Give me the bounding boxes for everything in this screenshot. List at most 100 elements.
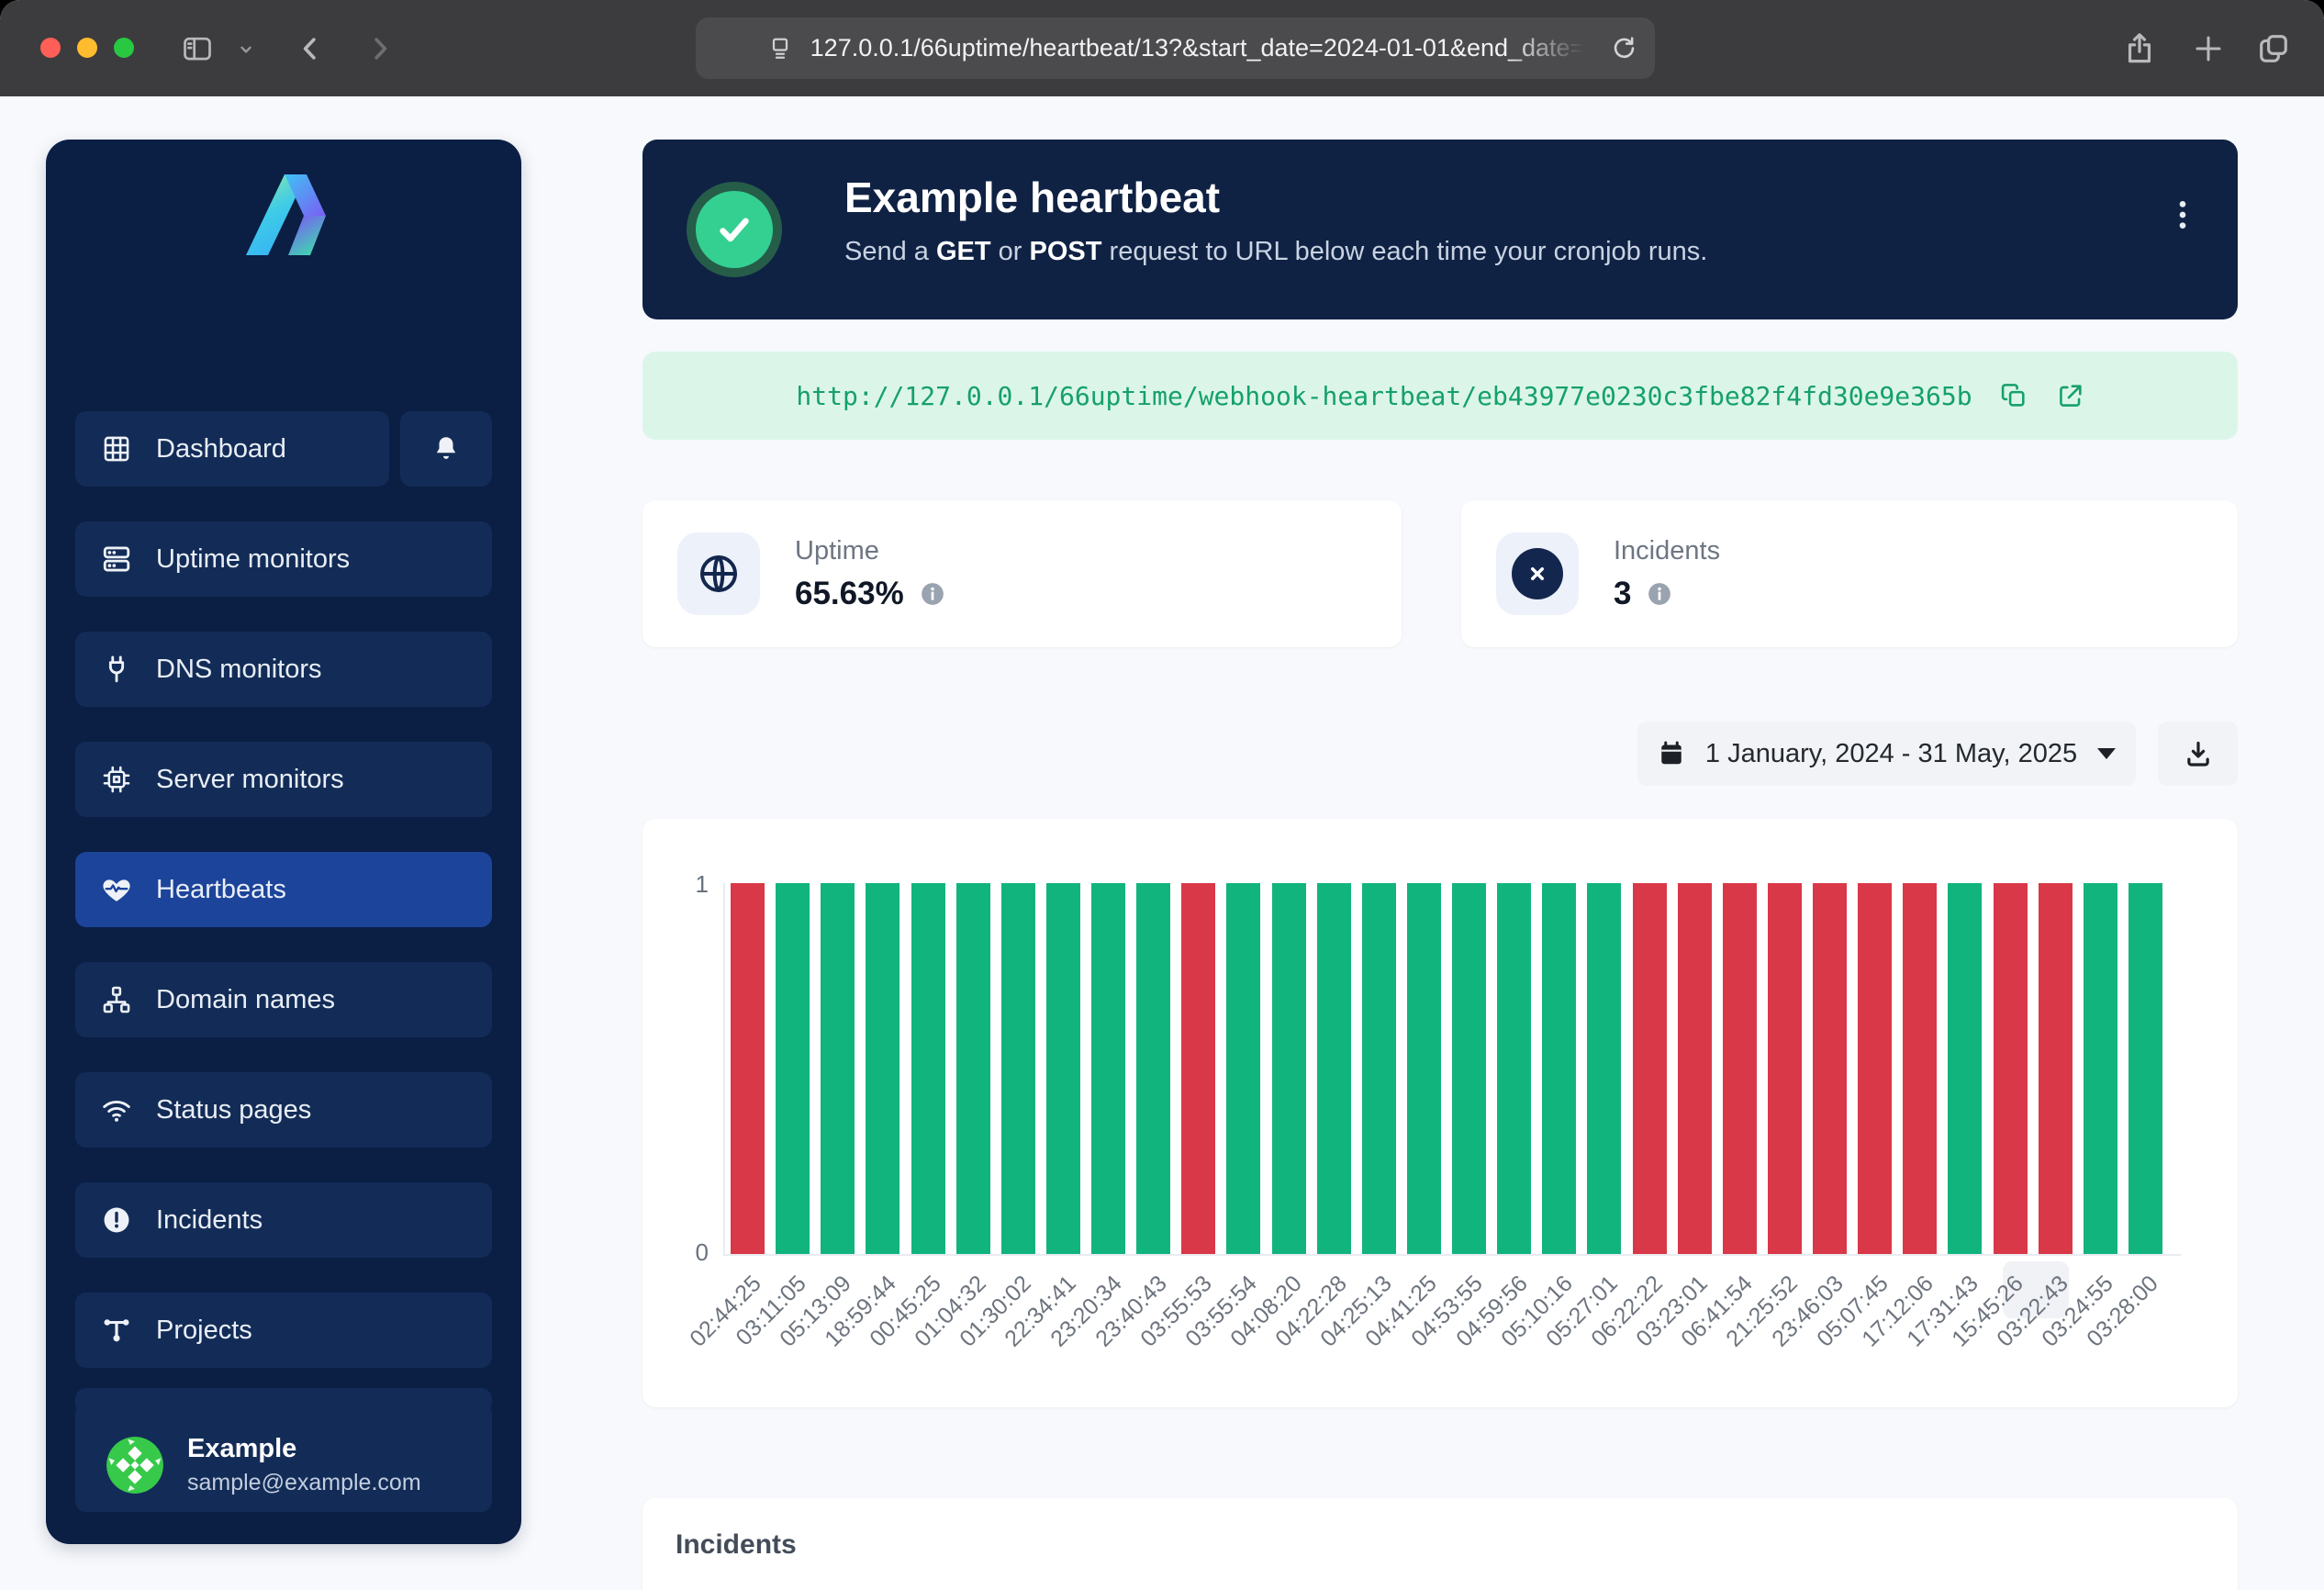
download-button[interactable] — [2158, 722, 2238, 786]
heartbeat-bar-down[interactable] — [1767, 883, 1802, 1254]
share-icon[interactable] — [2122, 30, 2157, 67]
uptime-stat-card: Uptime 65.63% — [642, 500, 1402, 647]
heartbeat-header-card: Example heartbeat Send a GET or POST req… — [642, 140, 2238, 319]
user-name: Example — [187, 1434, 297, 1463]
heartbeat-bar-up[interactable] — [1452, 883, 1487, 1254]
sidebar-item-incidents[interactable]: Incidents — [75, 1182, 492, 1258]
heartbeat-bar-down[interactable] — [2038, 883, 2073, 1254]
heartbeat-bar-up[interactable] — [1000, 883, 1035, 1254]
user-card[interactable]: Example sample@example.com — [75, 1418, 492, 1512]
heartbeat-bar-down[interactable] — [1181, 883, 1216, 1254]
heartbeat-bar-up[interactable] — [911, 883, 945, 1254]
wifi-icon — [101, 1094, 132, 1125]
sidebar-item-dns-monitors[interactable]: DNS monitors — [75, 632, 492, 707]
heartbeat-bar-down[interactable] — [1858, 883, 1893, 1254]
heartbeat-bar-down[interactable] — [1813, 883, 1848, 1254]
reload-icon[interactable] — [1610, 34, 1638, 62]
sidebar-item-projects[interactable]: Projects — [75, 1293, 492, 1368]
heartbeat-bar-up[interactable] — [821, 883, 855, 1254]
heartbeat-bar-up[interactable] — [1091, 883, 1126, 1254]
heartbeat-bar-down[interactable] — [1993, 883, 2028, 1254]
kebab-menu-icon[interactable] — [2164, 196, 2201, 233]
incidents-stat-card: Incidents 3 — [1461, 500, 2238, 647]
info-icon[interactable] — [1646, 580, 1673, 608]
heartbeat-bar-up[interactable] — [1045, 883, 1080, 1254]
uptime-label: Uptime — [795, 535, 879, 565]
close-window-button[interactable] — [40, 38, 61, 58]
heartbeat-bar-down[interactable] — [1722, 883, 1757, 1254]
heartbeat-bar-up[interactable] — [1948, 883, 1983, 1254]
bars-container — [725, 883, 2168, 1254]
sidebar-item-dashboard[interactable]: Dashboard — [75, 411, 389, 487]
sidebar-item-status-pages[interactable]: Status pages — [75, 1072, 492, 1148]
sidebar-item-label: Status pages — [156, 1094, 312, 1125]
heartbeat-bar-down[interactable] — [731, 883, 765, 1254]
forward-button[interactable] — [363, 32, 397, 65]
sidebar-item-partial[interactable] — [75, 1388, 492, 1414]
y-tick-label: 0 — [695, 1238, 709, 1266]
chevron-down-icon[interactable] — [235, 39, 257, 61]
back-button[interactable] — [294, 32, 327, 65]
share-nodes-icon — [101, 1315, 132, 1346]
heartbeat-bar-down[interactable] — [1903, 883, 1938, 1254]
status-check-icon — [687, 182, 782, 277]
heartbeat-bar-up[interactable] — [1361, 883, 1396, 1254]
heartbeat-bar-up[interactable] — [776, 883, 810, 1254]
heartbeat-bar-up[interactable] — [1316, 883, 1351, 1254]
heartbeat-bar-down[interactable] — [1677, 883, 1712, 1254]
incidents-section-card: Incidents — [642, 1498, 2238, 1590]
notifications-button[interactable] — [400, 411, 492, 487]
heartbeat-bar-up[interactable] — [955, 883, 990, 1254]
hover-highlight — [2003, 1261, 2069, 1318]
grid-icon — [101, 433, 132, 465]
heartbeat-chart-card: 1 0 02:44:25 03:11:05 05:13:09 18:59:44 00:4… — [642, 819, 2238, 1407]
date-range-text: 1 January, 2024 - 31 May, 2025 — [1704, 738, 2078, 768]
new-tab-icon[interactable] — [2192, 32, 2225, 65]
sidebar-toggle-icon[interactable] — [180, 32, 215, 65]
sitemap-icon — [101, 984, 132, 1015]
minimize-window-button[interactable] — [77, 38, 97, 58]
calendar-icon — [1658, 740, 1685, 767]
bell-icon — [430, 433, 462, 465]
date-range-picker[interactable]: 1 January, 2024 - 31 May, 2025 — [1637, 722, 2136, 786]
url-text: 127.0.0.1/66uptime/heartbeat/13?&start_d… — [810, 34, 1585, 62]
sidebar-item-label: Server monitors — [156, 764, 344, 794]
webhook-url[interactable]: http://127.0.0.1/66uptime/webhook-heartb… — [796, 380, 1972, 411]
sidebar-item-domain-names[interactable]: Domain names — [75, 962, 492, 1037]
sidebar-item-label: DNS monitors — [156, 654, 322, 684]
uptime-value: 65.63% — [795, 575, 904, 611]
zoom-window-button[interactable] — [114, 38, 134, 58]
external-link-icon[interactable] — [2056, 382, 2084, 410]
sidebar-item-label: Dashboard — [156, 433, 286, 464]
heartbeat-bar-up[interactable] — [2128, 883, 2162, 1254]
globe-icon — [697, 552, 741, 596]
sidebar-item-label: Heartbeats — [156, 874, 286, 904]
info-icon[interactable] — [919, 580, 946, 608]
bar-chart: 1 0 02:44:25 03:11:05 05:13:09 18:59:44 00:4… — [685, 870, 2181, 1352]
plug-icon — [101, 654, 132, 685]
heartbeat-bar-up[interactable] — [1542, 883, 1577, 1254]
incidents-label: Incidents — [1614, 535, 1721, 565]
sidebar-item-heartbeats[interactable]: Heartbeats — [75, 852, 492, 927]
incidents-heading: Incidents — [676, 1529, 797, 1560]
heartbeat-bar-up[interactable] — [1226, 883, 1261, 1254]
heartbeat-bar-up[interactable] — [1136, 883, 1171, 1254]
sidebar-item-server-monitors[interactable]: Server monitors — [75, 742, 492, 817]
cpu-icon — [101, 764, 132, 795]
heartbeat-bar-down[interactable] — [1632, 883, 1667, 1254]
sidebar-item-label: Domain names — [156, 984, 336, 1014]
heartbeat-bar-up[interactable] — [866, 883, 900, 1254]
heartbeat-bar-up[interactable] — [1271, 883, 1306, 1254]
sidebar-item-label: Incidents — [156, 1204, 263, 1235]
tab-overview-icon[interactable] — [2256, 31, 2291, 66]
app-logo[interactable] — [235, 173, 332, 257]
heartbeat-bar-up[interactable] — [2083, 883, 2117, 1254]
address-bar[interactable]: 127.0.0.1/66uptime/heartbeat/13?&start_d… — [696, 17, 1655, 79]
heartbeat-bar-up[interactable] — [1406, 883, 1441, 1254]
sidebar-item-uptime-monitors[interactable]: Uptime monitors — [75, 521, 492, 597]
heartbeat-bar-up[interactable] — [1497, 883, 1532, 1254]
copy-icon[interactable] — [2000, 382, 2028, 410]
heartbeat-bar-up[interactable] — [1587, 883, 1622, 1254]
server-icon — [101, 543, 132, 575]
